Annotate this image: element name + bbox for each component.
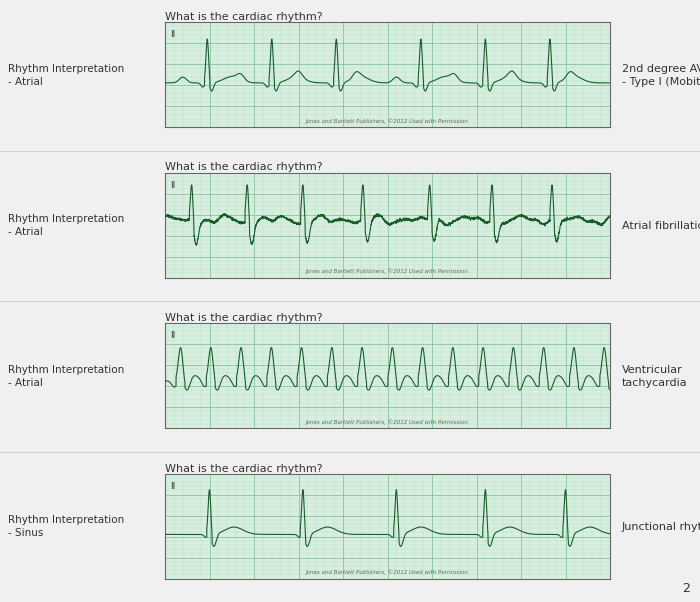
Text: Jones and Bartlett Publishers, ©2012 Used with Permission: Jones and Bartlett Publishers, ©2012 Use… [306, 569, 469, 576]
Text: Junctional rhythm: Junctional rhythm [622, 522, 700, 532]
Text: Jones and Bartlett Publishers, ©2012 Used with Permission: Jones and Bartlett Publishers, ©2012 Use… [306, 268, 469, 275]
Text: II: II [170, 331, 176, 340]
Text: Atrial fibrillation: Atrial fibrillation [622, 221, 700, 231]
Text: Rhythm Interpretation
- Atrial: Rhythm Interpretation - Atrial [8, 64, 125, 87]
Text: What is the cardiac rhythm?: What is the cardiac rhythm? [165, 163, 323, 173]
Text: Jones and Bartlett Publishers, ©2012 Used with Permission: Jones and Bartlett Publishers, ©2012 Use… [306, 118, 469, 124]
Text: Rhythm Interpretation
- Sinus: Rhythm Interpretation - Sinus [8, 515, 125, 538]
Text: 2nd degree AV block
- Type I (Mobitz I): 2nd degree AV block - Type I (Mobitz I) [622, 64, 700, 87]
Text: Ventricular
tachycardia: Ventricular tachycardia [622, 365, 687, 388]
Text: What is the cardiac rhythm?: What is the cardiac rhythm? [165, 313, 323, 323]
Text: What is the cardiac rhythm?: What is the cardiac rhythm? [165, 464, 323, 474]
Text: II: II [170, 482, 176, 491]
Text: Rhythm Interpretation
- Atrial: Rhythm Interpretation - Atrial [8, 365, 125, 388]
Text: II: II [170, 30, 176, 39]
Text: II: II [170, 181, 176, 190]
Text: What is the cardiac rhythm?: What is the cardiac rhythm? [165, 12, 323, 22]
Text: Rhythm Interpretation
- Atrial: Rhythm Interpretation - Atrial [8, 214, 125, 237]
Text: 2: 2 [682, 582, 690, 595]
Text: Jones and Bartlett Publishers, ©2012 Used with Permission: Jones and Bartlett Publishers, ©2012 Use… [306, 419, 469, 425]
